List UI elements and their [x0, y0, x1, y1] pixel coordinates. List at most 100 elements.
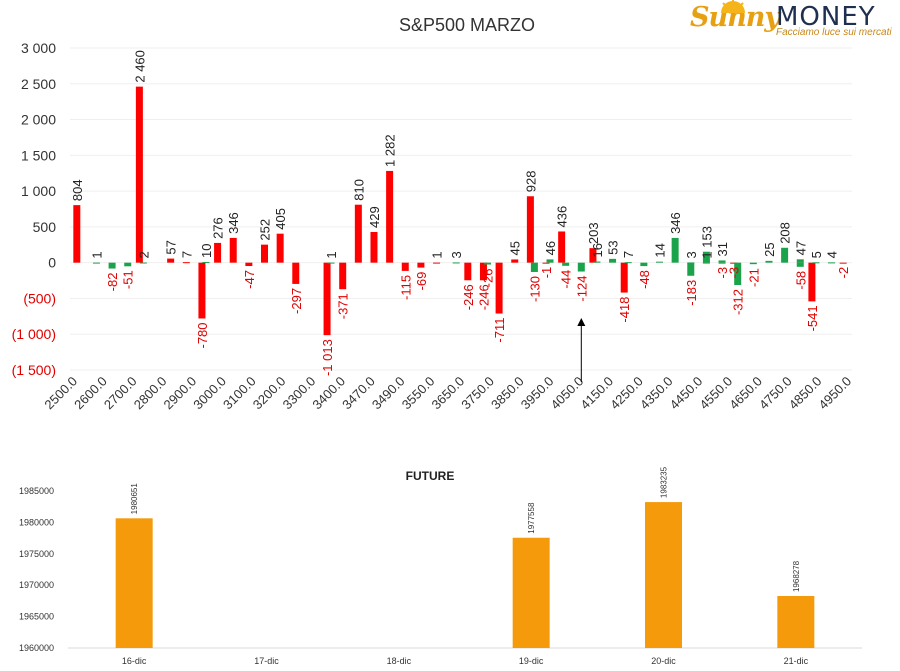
future-y-tick: 1985000 [19, 486, 54, 496]
future-data-labels: 1980651 1977558 1983235 1968278 [130, 466, 801, 592]
data-label: 4 [825, 251, 840, 258]
future-y-tick: 1965000 [19, 612, 54, 622]
bar [276, 233, 284, 263]
data-label: 47 [793, 241, 808, 255]
bar [245, 262, 253, 267]
data-label: -3 [727, 267, 742, 279]
bar [401, 262, 409, 271]
x-tick-label: 4550.0 [696, 374, 735, 413]
data-label: 45 [508, 241, 523, 255]
bar [808, 262, 816, 302]
data-label: 46 [543, 241, 558, 255]
y-tick-label: 3 000 [21, 40, 56, 56]
data-label: 1 [430, 251, 445, 258]
data-label: 276 [211, 217, 226, 239]
data-label: 153 [699, 226, 714, 248]
x-tick-label: 2500.0 [41, 374, 80, 413]
bar [796, 259, 804, 263]
bar [589, 248, 597, 263]
bar [202, 261, 210, 263]
future-bar [512, 537, 550, 648]
data-label: -124 [574, 276, 589, 302]
future-y-tick: 1975000 [19, 549, 54, 559]
x-tick-label: 4150.0 [577, 374, 616, 413]
future-bar [777, 596, 815, 648]
data-label: 208 [778, 222, 793, 244]
x-tick-label: 3400.0 [309, 374, 348, 413]
bar [687, 262, 695, 276]
x-tick-label: 3550.0 [399, 374, 438, 413]
bar [640, 262, 648, 267]
data-label: 16 [590, 243, 605, 257]
bar [702, 262, 710, 264]
bar [139, 262, 147, 264]
data-label: 57 [164, 240, 179, 254]
bar [214, 242, 222, 263]
data-label: -69 [414, 272, 429, 291]
y-tick-label: 0 [48, 255, 56, 271]
data-label: 53 [606, 240, 621, 254]
data-label: -312 [731, 289, 746, 315]
chart-gridlines [70, 47, 852, 371]
x-tick-label: 3490.0 [369, 374, 408, 413]
y-axis-ticks: 3 000 2 500 2 000 1 500 1 000 500 0 (500) (1 000… [12, 40, 57, 378]
data-label: -297 [289, 288, 304, 314]
bar [796, 262, 804, 267]
data-label: 405 [273, 208, 288, 230]
data-label: 203 [586, 222, 601, 244]
bar [495, 262, 503, 314]
future-y-tick: 1980000 [19, 517, 54, 527]
x-tick-label: 2800.0 [131, 374, 170, 413]
data-label: 3 [684, 251, 699, 258]
bar [92, 262, 100, 264]
bar [483, 262, 491, 265]
x-axis-ticks: 2500.02600.02700.02800.02900.03000.03100… [41, 374, 854, 413]
data-label: 346 [226, 212, 241, 234]
x-tick-label: 3750.0 [458, 374, 497, 413]
data-label: 7 [621, 251, 636, 258]
data-label: 14 [653, 243, 668, 257]
data-label: -1 013 [320, 339, 335, 376]
arrow-head [577, 318, 586, 326]
data-label: -418 [617, 297, 632, 323]
data-label: 804 [70, 179, 85, 201]
future-bars [115, 502, 815, 648]
data-label: 10 [199, 243, 214, 257]
bar [479, 262, 487, 281]
bar [370, 231, 378, 263]
data-label: -44 [559, 270, 574, 289]
bar [620, 262, 628, 293]
future-x-tick: 18-dic [387, 656, 412, 666]
bar [839, 262, 847, 264]
bar [562, 262, 570, 266]
data-label: -48 [637, 270, 652, 289]
bar [386, 170, 394, 263]
x-tick-label: 3100.0 [220, 374, 259, 413]
y-tick-label: 1 000 [21, 183, 56, 199]
bar [718, 260, 726, 263]
data-label: 436 [555, 206, 570, 228]
data-label: -82 [105, 273, 120, 292]
future-y-tick: 1970000 [19, 580, 54, 590]
data-label: -47 [242, 270, 257, 289]
bar [452, 262, 460, 264]
bar [526, 196, 534, 263]
y-tick-label: (1 000) [12, 326, 56, 342]
logo-money-text: MONEY [776, 2, 876, 32]
bar [749, 262, 757, 265]
bar [417, 262, 425, 268]
bar [558, 231, 566, 263]
x-tick-label: 4750.0 [756, 374, 795, 413]
x-tick-label: 3200.0 [250, 374, 289, 413]
data-label: 2 [136, 251, 151, 258]
bar [577, 262, 585, 272]
bar [73, 205, 81, 263]
x-tick-label: 4850.0 [786, 374, 825, 413]
bar [323, 262, 331, 336]
data-label: -2 [836, 267, 851, 279]
x-tick-label: 2900.0 [161, 374, 200, 413]
data-label: -26 [480, 269, 495, 288]
data-label: 429 [367, 206, 382, 228]
